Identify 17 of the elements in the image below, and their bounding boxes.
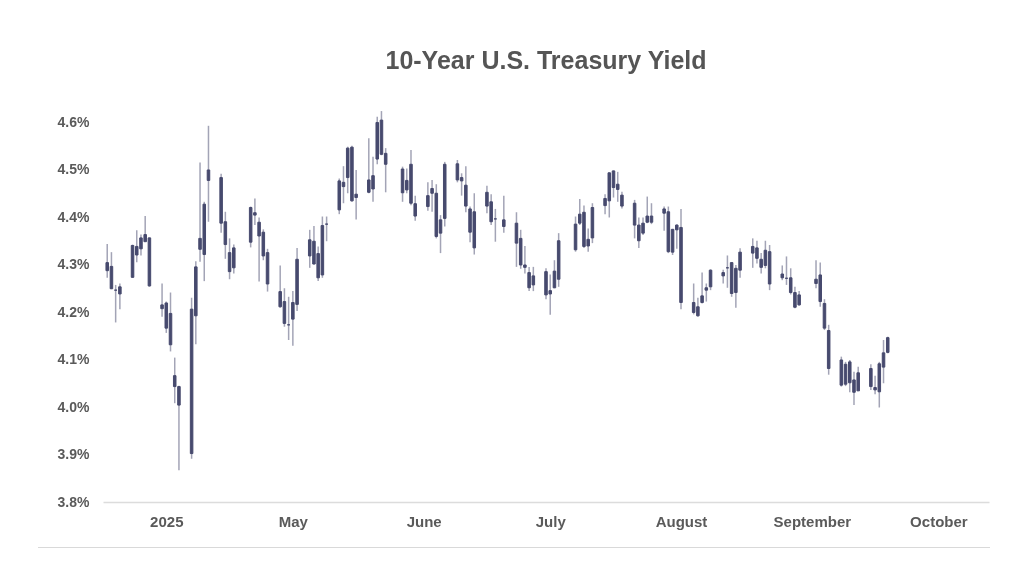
y-tick-label: 3.8% bbox=[57, 493, 91, 510]
y-tick-label: 4.0% bbox=[57, 398, 91, 415]
chart-title: 10-Year U.S. Treasury Yield bbox=[385, 46, 707, 75]
x-tick-label: 2025 bbox=[150, 512, 184, 530]
x-tick-label: August bbox=[655, 512, 708, 530]
x-tick-label: July bbox=[535, 512, 567, 530]
y-tick-label: 4.6% bbox=[57, 113, 91, 130]
x-tick-label: September bbox=[773, 512, 852, 530]
x-tick-label: June bbox=[406, 512, 442, 530]
x-tick-label: May bbox=[278, 512, 309, 530]
y-tick-label: 4.1% bbox=[57, 351, 91, 367]
y-tick-label: 4.5% bbox=[57, 161, 91, 177]
y-tick-label: 4.4% bbox=[57, 208, 91, 225]
y-tick-label: 4.2% bbox=[57, 303, 91, 320]
y-tick-label: 4.3% bbox=[57, 256, 91, 272]
y-tick-label: 3.9% bbox=[57, 446, 91, 462]
x-tick-label: October bbox=[910, 512, 968, 530]
